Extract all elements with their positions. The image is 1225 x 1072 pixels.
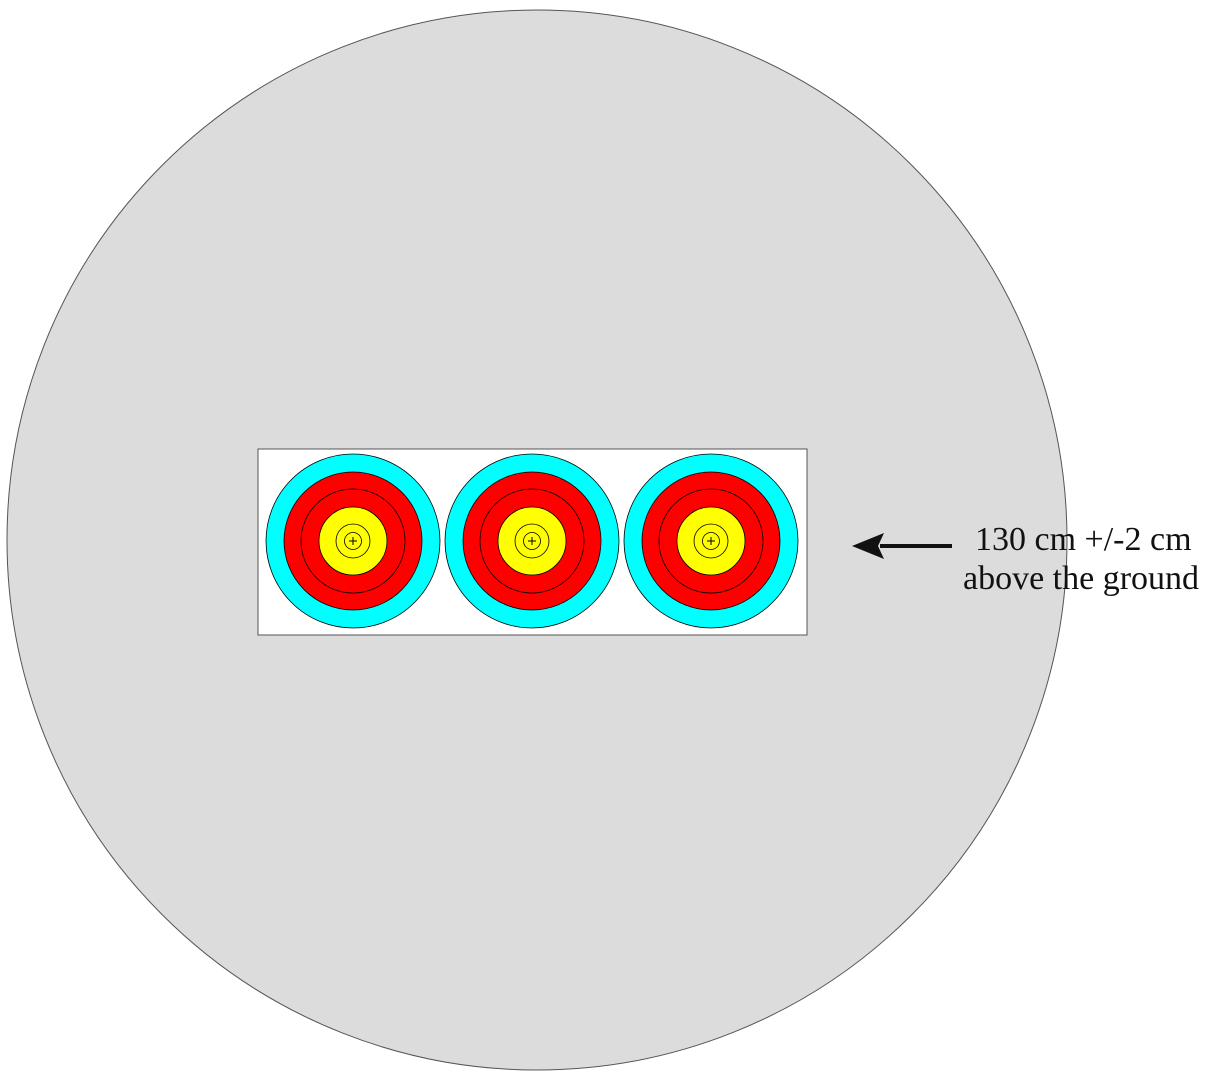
target-face [444,453,620,629]
left-arrow-icon [852,533,952,559]
crosshair-icon [349,537,357,545]
height-annotation-line2: above the ground [963,560,1199,597]
target-face [623,453,799,629]
crosshair-icon [707,537,715,545]
target-faces [265,453,799,629]
crosshair-icon [528,537,536,545]
target-face [265,453,441,629]
height-annotation-line1: 130 cm +/-2 cm [975,521,1192,558]
arrow-head [852,533,884,559]
